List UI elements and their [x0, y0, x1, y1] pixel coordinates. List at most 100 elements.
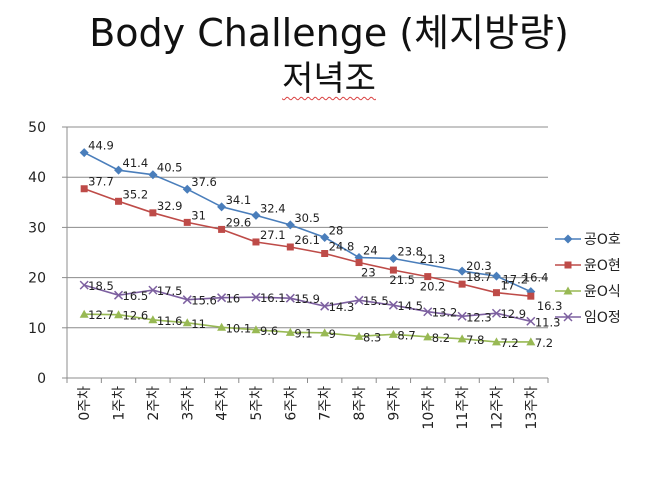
y-tick-label: 20 [28, 271, 46, 287]
data-label: 37.6 [191, 175, 217, 189]
x-tick-label: 4주차 [215, 386, 231, 421]
data-label: 30.5 [294, 211, 320, 225]
data-point [79, 309, 89, 318]
data-labels: 44.9 41.4 40.5 37.6 34.1 32.4 30.5 28 24 23.821.3… [88, 139, 562, 350]
legend-label: 윤O현 [584, 258, 621, 274]
data-label: 9.1 [294, 326, 312, 340]
data-label: 18.5 [88, 279, 114, 293]
data-point-stroke [457, 311, 467, 321]
chart-subtitle: 저녁조 [282, 59, 376, 99]
data-point [252, 238, 260, 246]
data-label: 23 [361, 266, 376, 280]
data-label: 13.2 [432, 306, 458, 320]
data-point [424, 273, 432, 281]
legend-label: 윤O식 [584, 284, 621, 300]
data-label: 44.9 [88, 139, 114, 153]
data-label: 32.4 [260, 201, 286, 215]
data-point [114, 290, 124, 300]
data-point [491, 308, 501, 318]
data-label: 14.3 [329, 300, 355, 314]
data-label: 31 [191, 208, 206, 222]
data-point [527, 292, 535, 300]
data-label: 24.8 [329, 240, 355, 254]
data-label: 8.7 [397, 328, 415, 342]
data-point [148, 170, 158, 180]
x-tick-label: 10주차 [421, 386, 437, 430]
data-label: 32.9 [157, 199, 183, 213]
data-label: 9 [329, 327, 336, 341]
data-point [217, 293, 227, 303]
data-point [114, 165, 124, 175]
data-point [182, 318, 192, 327]
x-tick-label: 5주차 [249, 386, 265, 421]
data-label: 28 [329, 223, 344, 237]
data-point [563, 234, 573, 244]
legend-label: 공O호 [584, 232, 621, 248]
x-tick-label: 0주차 [77, 386, 93, 421]
data-label: 27.1 [260, 228, 286, 242]
x-tick-label: 2주차 [146, 386, 162, 421]
data-point [183, 218, 191, 226]
data-label: 17.2 [502, 273, 528, 287]
data-label: 40.5 [157, 161, 183, 175]
chart-title: Body Challenge (체지방량) [89, 11, 569, 55]
data-label: 15.9 [294, 292, 320, 306]
data-point [218, 225, 226, 233]
data-label: 10.1 [226, 321, 252, 335]
data-point [388, 254, 398, 264]
data-point [354, 331, 364, 340]
y-tick-label: 0 [37, 371, 46, 387]
data-label: 16.4 [523, 271, 549, 285]
data-point [320, 232, 330, 242]
data-point [115, 197, 123, 205]
data-label: 20.2 [420, 280, 446, 294]
data-label: 34.1 [226, 193, 252, 207]
data-label: 12.9 [500, 307, 526, 321]
data-point [388, 300, 398, 310]
data-label: 12.7 [88, 308, 114, 322]
x-tick-label: 13주차 [524, 386, 540, 430]
data-label: 11.6 [157, 314, 183, 328]
data-label: 15.5 [363, 294, 389, 308]
data-point-stroke [491, 308, 501, 318]
data-label: 37.7 [88, 175, 114, 189]
data-point [114, 310, 124, 319]
data-label: 11 [191, 317, 206, 331]
data-point-stroke [79, 280, 89, 290]
x-tick-label: 1주차 [112, 386, 128, 421]
data-point [423, 332, 433, 341]
series-line [83, 187, 531, 297]
data-point [563, 286, 573, 295]
data-point-stroke [354, 295, 364, 305]
data-label: 16 [226, 292, 241, 306]
data-point [320, 328, 330, 337]
data-point [286, 243, 294, 251]
data-label: 17 [500, 279, 515, 293]
data-point [217, 322, 227, 331]
data-point-stroke [526, 316, 536, 326]
data-label: 26.1 [294, 233, 320, 247]
x-tick-label: 8주차 [352, 386, 368, 421]
data-label: 8.3 [363, 330, 381, 344]
y-tick-label: 30 [28, 220, 46, 236]
data-point [149, 209, 157, 217]
data-label: 7.8 [466, 333, 484, 347]
data-point [457, 266, 467, 276]
data-point [491, 271, 501, 281]
data-label: 21.5 [389, 273, 415, 287]
data-point [423, 307, 433, 317]
data-label: 16.3 [537, 299, 563, 313]
data-point-stroke [251, 292, 261, 302]
data-point [182, 295, 192, 305]
data-label: 7.2 [535, 336, 553, 350]
data-label: 20.3 [466, 259, 492, 273]
data-label: 11.3 [535, 315, 561, 329]
data-point [526, 337, 536, 346]
data-label: 16.1 [260, 291, 286, 305]
data-point [355, 259, 363, 267]
data-label: 16.5 [123, 289, 149, 303]
y-tick-label: 10 [28, 321, 46, 337]
data-point-stroke [285, 293, 295, 303]
